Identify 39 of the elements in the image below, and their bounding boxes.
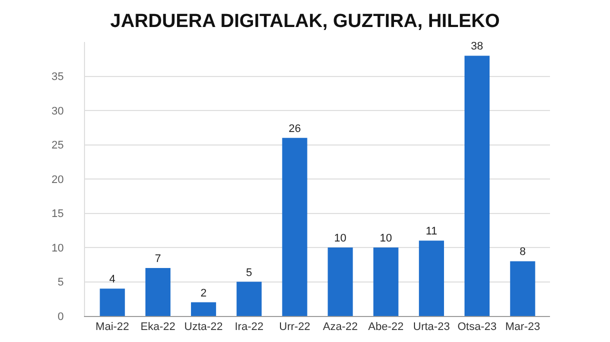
data-label: 4 [109,274,116,286]
y-tick-label: 15 [52,208,64,220]
bar [100,288,125,316]
y-tick-label: 35 [52,71,64,84]
data-label: 2 [200,287,207,300]
bar [190,302,216,316]
bar [145,268,170,316]
data-label: 10 [380,232,392,244]
x-tick-label: Otsa-23 [457,321,497,334]
x-tick-label: Mar-23 [505,321,540,334]
x-tick-label: Ira-22 [234,321,264,334]
x-tick-label: Abe-22 [368,321,404,334]
data-label: 38 [470,40,484,53]
x-tick-label: Urr-22 [279,321,310,334]
bar [328,248,353,316]
data-label: 5 [246,266,252,279]
x-tick-label: Uzta-22 [184,321,223,334]
y-tick-label: 0 [58,310,64,323]
bar [373,248,398,316]
y-tick-label: 10 [52,242,64,254]
y-tick-label: 5 [58,276,64,289]
bar [510,261,536,316]
x-tick-label: Aza-22 [322,321,358,334]
y-tick-label: 30 [52,105,64,118]
bar [418,240,444,316]
bar [464,56,490,316]
data-label: 11 [426,226,438,238]
x-tick-label: Urta-23 [413,321,450,334]
data-label: 26 [288,122,301,135]
y-tick-label: 25 [52,140,64,152]
data-label: 8 [520,246,526,258]
data-label: 7 [154,253,162,266]
x-tick-label: Mai-22 [96,321,130,334]
bar [282,138,308,316]
y-tick-label: 20 [52,174,64,186]
x-tick-label: Eka-22 [140,321,176,334]
bar [236,282,262,316]
chart-title: JARDUERA DIGITALAK, GUZTIRA, HILEKO [110,10,500,32]
data-label: 10 [334,232,346,244]
